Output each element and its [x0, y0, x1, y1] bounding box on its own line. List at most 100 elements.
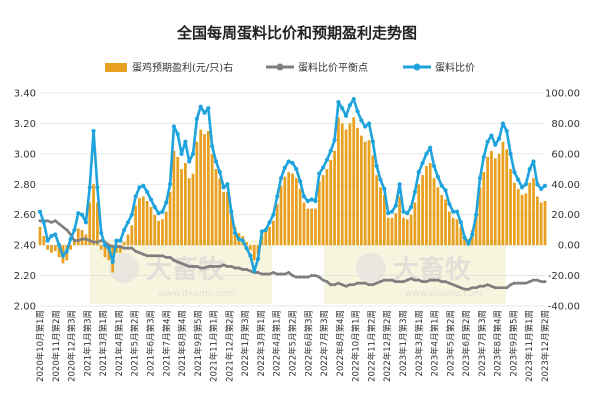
balance-point [46, 219, 50, 223]
x-tick-label: 2022年10月第1周 [351, 310, 362, 382]
ratio-point [382, 186, 387, 191]
balance-point [535, 278, 539, 282]
profit-bar [428, 162, 432, 246]
ratio-point [374, 163, 379, 169]
balance-point [440, 280, 444, 284]
balance-point [203, 266, 207, 270]
balance-point [520, 281, 524, 285]
legend: 蛋鸡预期盈利(元/只)右 蛋料比价平衡点 蛋料比价 [105, 61, 475, 74]
right-tick-label: 60.00 [551, 149, 580, 160]
balance-point [53, 219, 57, 223]
balance-point [329, 283, 333, 287]
ratio-point [68, 236, 73, 242]
x-tick-label: 2022年11月第2周 [366, 310, 377, 382]
ratio-point [370, 139, 375, 144]
ratio-point [152, 205, 157, 210]
ratio-point [512, 170, 517, 175]
ratio-point [485, 139, 490, 144]
ratio-point [49, 233, 54, 239]
balance-point [344, 284, 348, 288]
ratio-point [496, 136, 502, 141]
profit-bar [226, 191, 229, 246]
ratio-point [244, 246, 249, 251]
ratio-point [431, 163, 437, 169]
profit-bar [497, 153, 501, 246]
balance-point [489, 284, 493, 288]
profit-bar [46, 245, 50, 250]
ratio-point [516, 177, 521, 182]
profit-bar [532, 178, 535, 246]
profit-bar [329, 159, 333, 246]
balance-point [512, 281, 516, 285]
ratio-point [336, 100, 341, 105]
balance-point [275, 272, 279, 276]
profit-bar [325, 169, 329, 246]
profit-bar [287, 172, 291, 246]
right-tick-label: 80.00 [551, 119, 580, 130]
balance-point [317, 275, 321, 279]
profit-bar [344, 129, 348, 246]
balance-point [359, 281, 363, 285]
balance-point [118, 245, 122, 249]
ratio-point [57, 243, 62, 248]
x-tick-label: 2022年8月第4周 [335, 310, 346, 376]
balance-point [237, 266, 241, 270]
profit-bar [69, 245, 72, 250]
balance-point [168, 255, 172, 259]
legend-label-profit: 蛋鸡预期盈利(元/只)右 [132, 61, 233, 74]
profit-bar [432, 178, 436, 246]
balance-point [532, 278, 536, 282]
ratio-point [324, 157, 330, 163]
profit-bar [157, 220, 160, 246]
ratio-point [298, 179, 303, 184]
profit-bar [321, 175, 325, 246]
profit-bar [53, 245, 57, 252]
balance-point [149, 254, 153, 258]
balance-point [470, 286, 474, 290]
balance-point [432, 278, 436, 282]
profit-bar [509, 169, 512, 246]
profit-bar [279, 185, 283, 246]
left-tick-label: 2.80 [14, 180, 36, 191]
ratio-point [278, 176, 284, 181]
profit-bar [310, 208, 314, 246]
profit-bar [88, 202, 92, 246]
ratio-point [95, 185, 100, 190]
ratio-point [531, 159, 536, 164]
balance-point [528, 280, 532, 284]
ratio-point [263, 227, 268, 233]
balance-point [501, 286, 505, 290]
x-tick-label: 2022年12月第2周 [382, 310, 393, 382]
x-tick-label: 2023年1月第3周 [398, 310, 409, 376]
ratio-point [221, 185, 226, 190]
profit-bar [249, 245, 252, 250]
profit-bar [447, 211, 451, 246]
profit-bar [356, 127, 359, 246]
profit-bar [161, 219, 164, 246]
balance-point [225, 264, 229, 268]
ratio-point [275, 194, 280, 199]
profit-bar [291, 173, 294, 246]
balance-point [325, 280, 329, 284]
x-tick-label: 2023年12月第2周 [540, 310, 551, 382]
x-tick-label: 2022年6月第3周 [303, 310, 314, 376]
balance-point [126, 246, 130, 250]
profit-bar [92, 184, 95, 246]
balance-point [466, 287, 470, 291]
left-tick-label: 2.60 [14, 210, 36, 221]
x-tick-label: 2023年3月第1周 [414, 310, 425, 376]
profit-bar [153, 214, 157, 246]
balance-point [378, 280, 382, 284]
balance-point [516, 281, 520, 285]
ratio-point [454, 209, 460, 214]
balance-point [474, 286, 478, 290]
balance-point [524, 281, 528, 285]
balance-point [99, 239, 103, 243]
ratio-point [428, 145, 433, 150]
profit-bar [229, 211, 233, 246]
profit-bar [463, 236, 467, 246]
ratio-point [125, 220, 131, 225]
x-tick-label: 2020年12月第3周 [67, 310, 78, 382]
ratio-point [133, 194, 138, 199]
